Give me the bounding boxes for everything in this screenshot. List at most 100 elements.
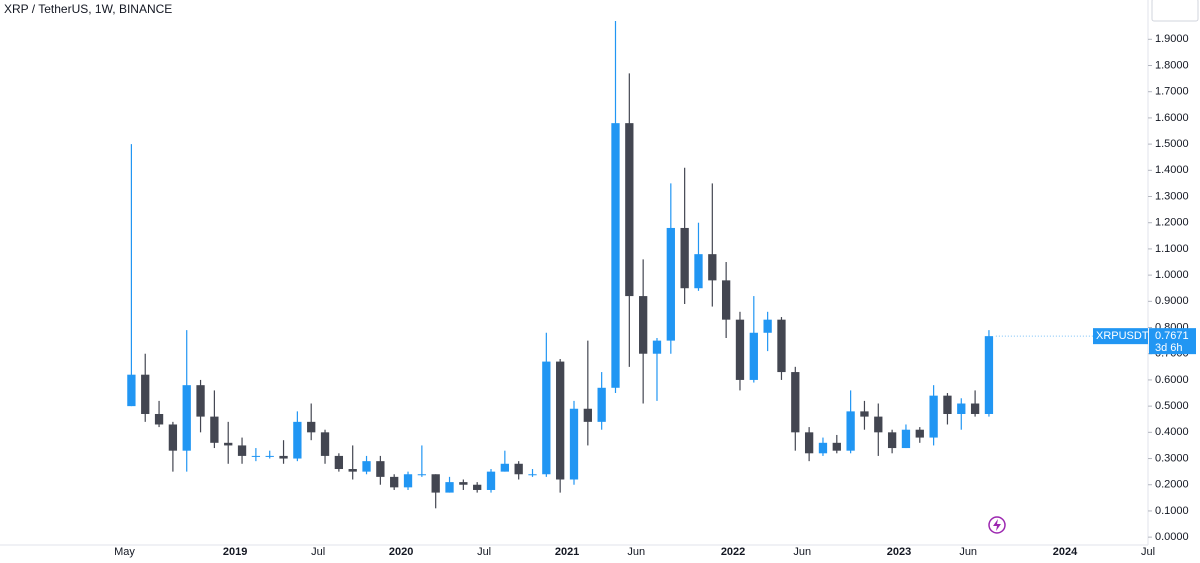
candle-body [348, 469, 357, 472]
candle-body [777, 319, 786, 373]
candle-body [279, 455, 288, 459]
candle-body [666, 227, 675, 341]
candle-body [362, 461, 371, 472]
y-tick-label: 1.5000 [1155, 138, 1189, 150]
y-tick-label: 1.6000 [1155, 112, 1189, 124]
y-tick-label: 0.6000 [1155, 374, 1189, 386]
candle-body [542, 361, 551, 475]
x-tick-label: 2021 [555, 546, 579, 558]
y-tick-label: 0.1000 [1155, 505, 1189, 517]
candle-body [210, 416, 219, 443]
candle-body [334, 455, 344, 470]
candle-body [182, 385, 191, 451]
candle-body [694, 254, 703, 289]
candle-body [846, 411, 855, 451]
candle-body [970, 403, 980, 414]
x-tick-label: Jul [477, 546, 491, 558]
last-price-label: 0.7671 [1155, 330, 1189, 342]
y-tick-label: 0.3000 [1155, 452, 1189, 464]
x-tick-label: 2024 [1053, 546, 1078, 558]
y-tick-label: 1.4000 [1155, 164, 1189, 176]
candle-body [514, 463, 523, 475]
candle-body [168, 424, 178, 451]
candle-body [154, 413, 164, 425]
candle-body [639, 296, 648, 354]
candle-body [611, 123, 620, 388]
candle-body [804, 432, 814, 454]
x-tick-label: 2020 [389, 546, 413, 558]
candle-body [721, 280, 731, 320]
candle-body [860, 411, 869, 417]
candle-body [887, 432, 897, 449]
candle-body [874, 416, 883, 433]
x-tick-label: Jun [627, 546, 645, 558]
candle-body [486, 471, 496, 490]
candle-body [901, 429, 911, 449]
candle-body [708, 254, 717, 281]
y-tick-label: 1.1000 [1155, 243, 1189, 255]
candle-body [556, 361, 565, 480]
settings-box[interactable] [1151, 0, 1199, 22]
x-tick-label: Jul [311, 546, 325, 558]
candle-body [625, 123, 634, 297]
x-tick-label: Jul [1141, 546, 1155, 558]
candle-body [307, 421, 316, 433]
y-tick-label: 0.5000 [1155, 400, 1189, 412]
candle-body [237, 445, 247, 456]
y-tick-label: 1.0000 [1155, 269, 1189, 281]
candle-body [832, 442, 841, 451]
candle-body [943, 395, 952, 414]
realtime-icon[interactable] [988, 516, 1006, 534]
candle-body [735, 319, 745, 380]
candle-body [224, 442, 233, 446]
candle-body [127, 374, 136, 407]
candle-body [390, 476, 399, 488]
candle-body [320, 432, 330, 456]
candle-body [984, 336, 994, 414]
candle-body [680, 227, 689, 289]
plot-area [127, 20, 1148, 509]
y-tick-label: 0.4000 [1155, 426, 1189, 438]
candle-body [929, 395, 938, 438]
candle-body [957, 403, 966, 414]
candle-body [293, 421, 302, 459]
x-tick-label: May [114, 546, 135, 558]
y-tick-label: 1.9000 [1155, 33, 1189, 45]
candle-body [749, 332, 758, 380]
candle-body [445, 482, 454, 493]
symbol-label-bg [1093, 328, 1148, 345]
y-tick-label: 1.7000 [1155, 86, 1189, 98]
y-tick-label: 1.3000 [1155, 190, 1189, 202]
y-tick-label: 0.9000 [1155, 295, 1189, 307]
x-tick-label: Jun [959, 546, 977, 558]
chart-title: XRP / TetherUS, 1W, BINANCE [4, 2, 172, 16]
candle-body [791, 372, 800, 433]
candle-body [403, 474, 413, 488]
candle-body [569, 408, 579, 480]
candle-body [652, 340, 662, 354]
x-tick-label: 2023 [887, 546, 911, 558]
y-tick-label: 0.2000 [1155, 479, 1189, 491]
y-tick-label: 1.2000 [1155, 217, 1189, 229]
candle-body [597, 387, 606, 422]
candle-body [196, 385, 205, 417]
candle-body [431, 474, 440, 493]
x-tick-label: 2019 [223, 546, 247, 558]
candle-body [528, 474, 537, 476]
candle-body [141, 374, 150, 414]
last-price-bg [1149, 328, 1196, 355]
candle-body [459, 482, 468, 485]
candle-body [251, 455, 261, 457]
candle-body [417, 474, 427, 476]
candle-body [915, 429, 924, 438]
candle-body [265, 455, 274, 457]
candle-body [583, 408, 592, 422]
x-tick-label: 2022 [721, 546, 745, 558]
symbol-label: XRPUSDT [1096, 330, 1149, 342]
y-tick-label: 0.0000 [1155, 531, 1189, 543]
candle-body [763, 319, 772, 333]
y-tick-label: 1.8000 [1155, 59, 1189, 71]
candle-body [818, 442, 828, 454]
candle-body [376, 461, 385, 477]
